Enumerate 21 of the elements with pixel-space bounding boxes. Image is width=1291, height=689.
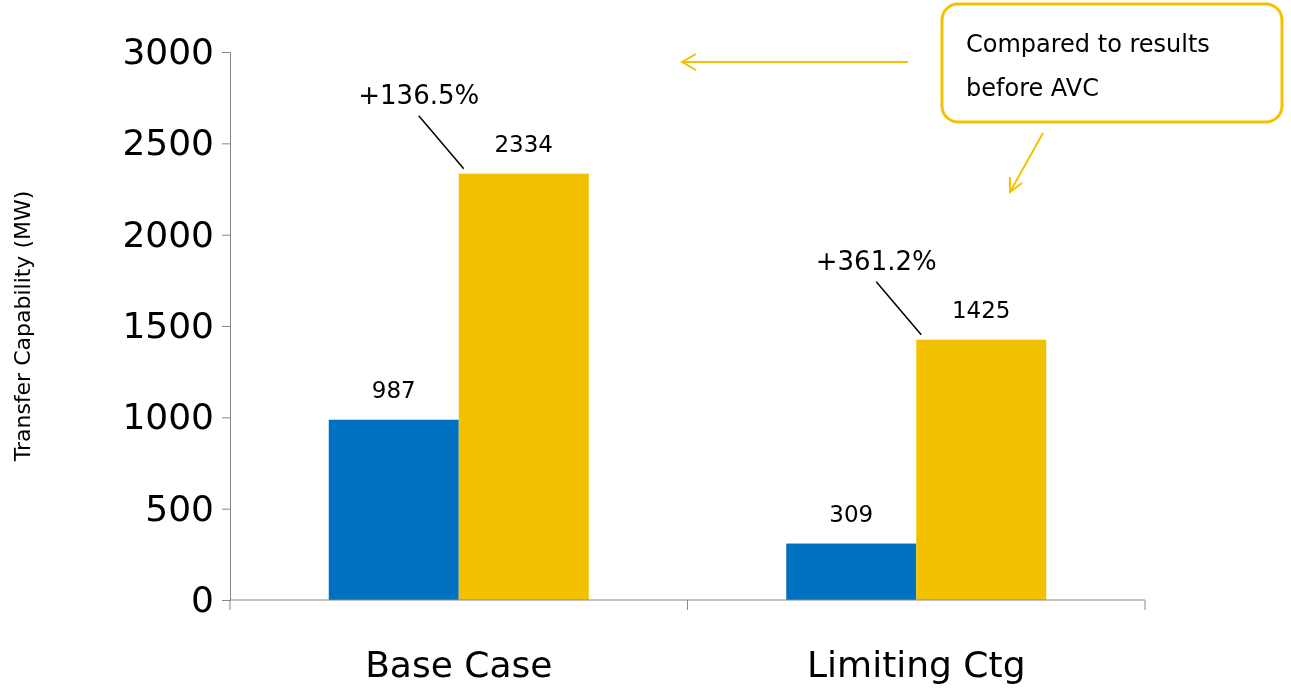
- y-tick-label: 1000: [122, 396, 214, 438]
- bar: [786, 543, 917, 600]
- y-tick-label: 500: [145, 487, 214, 529]
- y-tick-label: 2000: [122, 213, 214, 255]
- y-tick-label: 2500: [122, 122, 214, 164]
- bar: [916, 339, 1047, 600]
- bar: [328, 419, 459, 600]
- x-tick-label: Base Case: [365, 644, 553, 685]
- data-label: 1425: [951, 296, 1011, 323]
- y-axis-title: Transfer Capability (MW): [10, 190, 35, 463]
- y-tick-label: 3000: [122, 31, 214, 73]
- y-tick-label: 1500: [122, 305, 214, 347]
- data-label: 309: [829, 500, 874, 527]
- data-label: 987: [371, 376, 416, 403]
- data-label: 2334: [494, 130, 554, 157]
- y-tick-label: 0: [191, 579, 214, 621]
- annotation: +361.2%: [815, 245, 937, 276]
- bar: [458, 173, 589, 600]
- annotation: +136.5%: [358, 79, 480, 110]
- x-tick-label: Limiting Ctg: [807, 644, 1026, 685]
- annotation: Compared to results before AVC: [966, 30, 1210, 102]
